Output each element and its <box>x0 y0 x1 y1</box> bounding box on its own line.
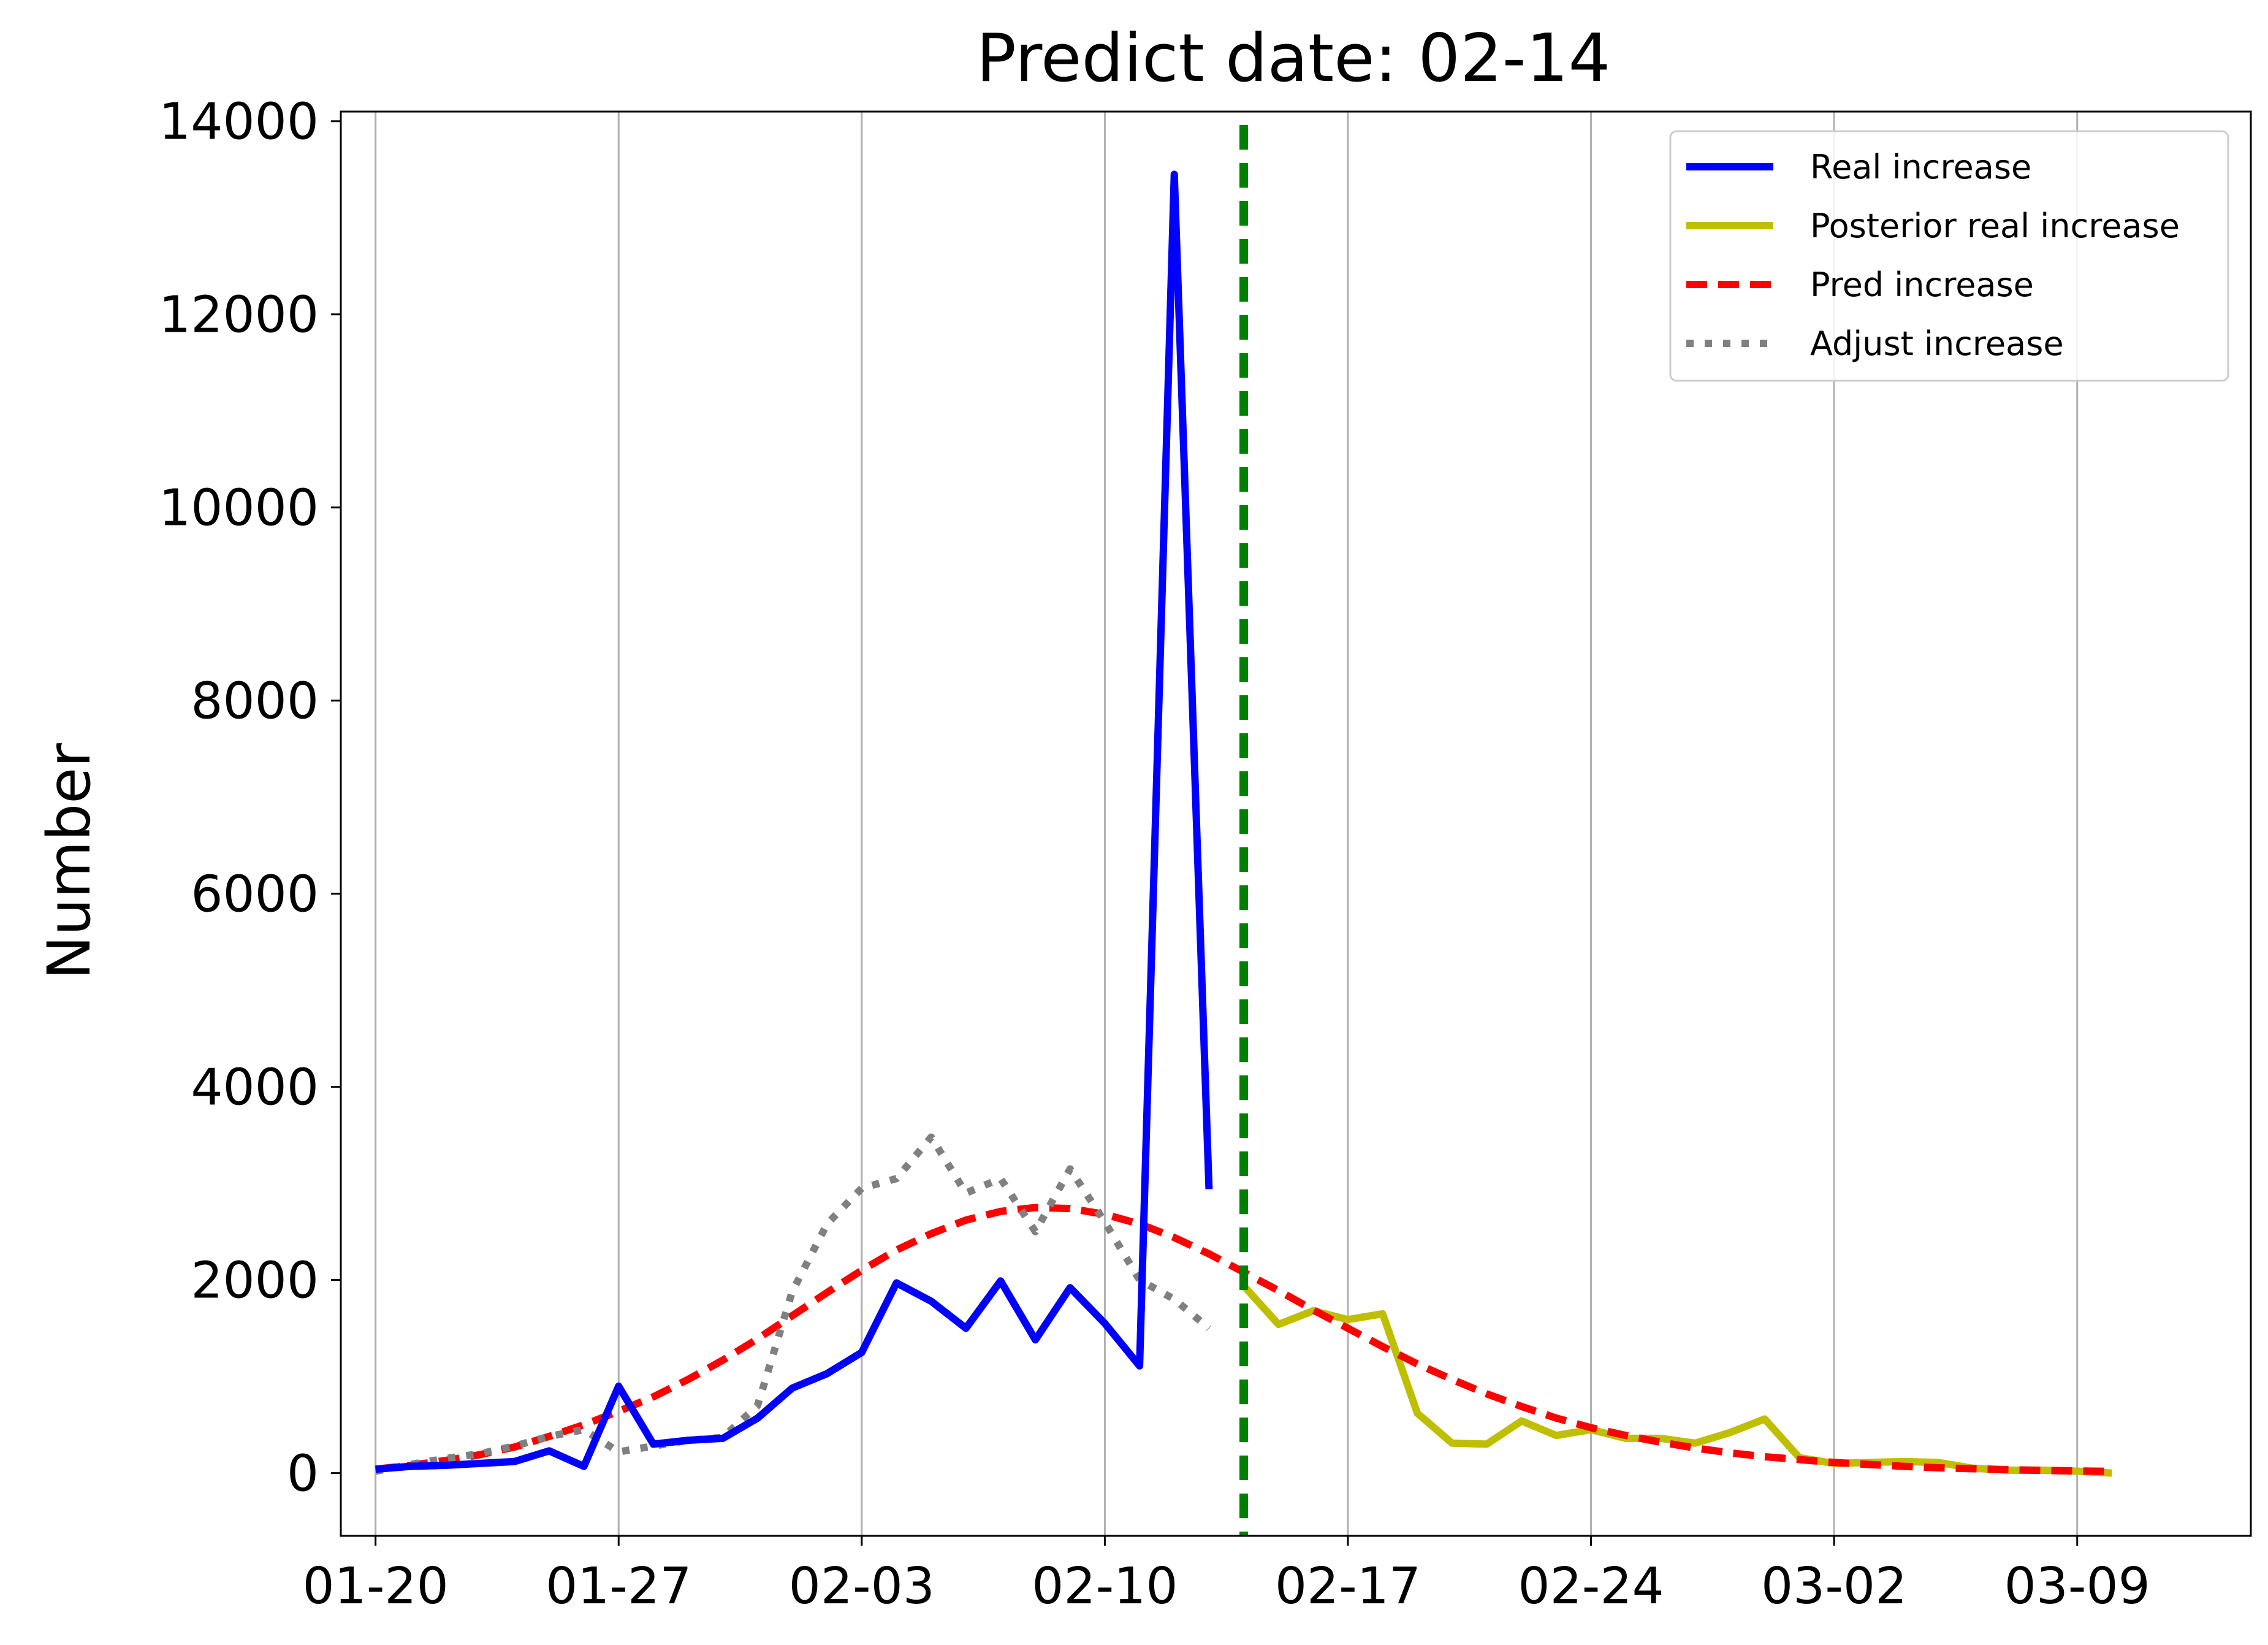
y-tick-label: 2000 <box>191 1252 319 1310</box>
chart-title: Predict date: 02-14 <box>976 20 1610 97</box>
y-tick-label: 6000 <box>191 866 319 924</box>
legend-box <box>1669 130 2229 382</box>
legend-label: Posterior real increase <box>1810 207 2180 245</box>
x-tick-label: 01-20 <box>303 1557 449 1616</box>
y-tick-label: 12000 <box>159 286 319 345</box>
x-tick-label: 03-02 <box>1761 1557 1907 1616</box>
series-lines <box>375 125 2112 1536</box>
y-tick-label: 4000 <box>191 1059 319 1117</box>
legend-label: Real increase <box>1810 148 2031 186</box>
x-tick-label: 02-10 <box>1032 1557 1178 1616</box>
x-tick-label: 01-27 <box>546 1557 691 1616</box>
legend-label: Adjust increase <box>1810 324 2064 363</box>
x-tick-label: 02-03 <box>789 1557 935 1616</box>
axis-ticks: 01-20 01-27 02-03 02-10 02-17 02-24 03-02 03-09… <box>159 93 2150 1616</box>
y-tick-label: 8000 <box>191 673 319 731</box>
x-tick-label: 02-17 <box>1275 1557 1421 1616</box>
y-tick-label: 10000 <box>159 479 319 538</box>
adjust-increase-line <box>375 1133 1212 1475</box>
y-tick-label: 14000 <box>159 93 319 151</box>
real-increase-line <box>375 170 1213 1473</box>
legend: Real increase Posterior real increase Pred… <box>1669 130 2229 382</box>
legend-label: Pred increase <box>1810 265 2034 304</box>
y-tick-label: 0 <box>287 1445 319 1503</box>
plot-frame <box>340 110 2252 1537</box>
y-axis-label: Number <box>35 743 104 980</box>
x-tick-label: 03-09 <box>2004 1557 2150 1616</box>
x-tick-label: 02-24 <box>1518 1557 1664 1616</box>
